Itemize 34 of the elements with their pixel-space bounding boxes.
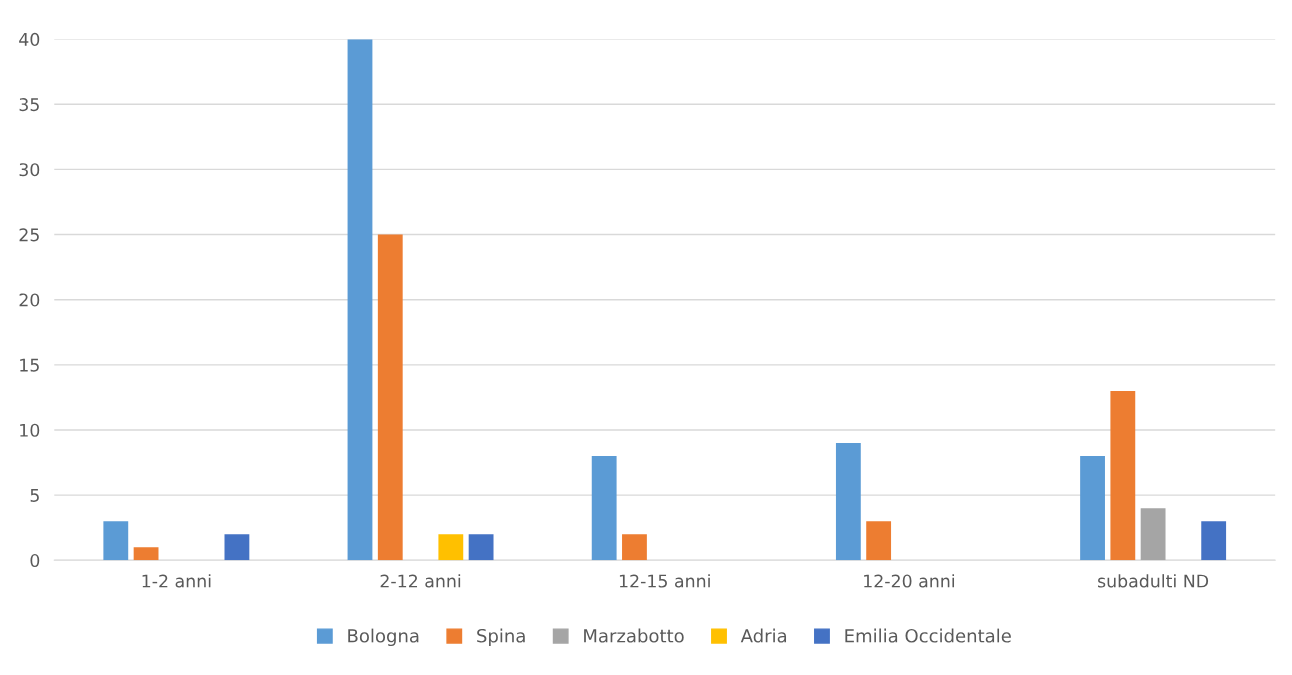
y-tick-label: 30: [19, 163, 40, 177]
x-tick-label: 1-2 anni: [142, 574, 211, 588]
bar: [1140, 508, 1166, 561]
legend-label: Adria: [740, 628, 787, 643]
y-tick-label: 15: [20, 358, 39, 372]
bar: [133, 547, 159, 561]
bar: [622, 534, 647, 561]
y-tick-label: 40: [19, 32, 40, 46]
bar: [835, 443, 861, 561]
bar: [1080, 456, 1105, 561]
y-tick-label: 20: [19, 293, 40, 307]
legend-label: Spina: [477, 628, 525, 647]
bar: [1110, 390, 1136, 561]
legend-label: Marzabotto: [584, 628, 684, 643]
x-tick-label: 12-15 anni: [619, 574, 710, 588]
bar: [866, 521, 892, 561]
y-tick-label: 10: [20, 423, 40, 437]
bar: [103, 521, 129, 561]
y-tick-label: 25: [19, 228, 39, 242]
y-tick-label: 35: [19, 98, 39, 112]
legend-label: Emilia Occidentale: [845, 628, 1011, 643]
legend-label: Bologna: [348, 628, 419, 647]
x-tick-label: 2-12 anni: [380, 574, 461, 588]
y-tick-label: 5: [30, 489, 39, 502]
x-tick-label: 12-20 anni: [864, 574, 955, 588]
bar: [1201, 521, 1227, 561]
bar: [591, 456, 617, 561]
bar: [468, 534, 494, 561]
bar: [438, 534, 464, 561]
bar: [347, 39, 373, 561]
y-tick-label: 0: [30, 553, 40, 568]
bar: [224, 534, 250, 561]
x-tick-label: subadulti ND: [1098, 574, 1209, 588]
bar: [377, 234, 403, 561]
